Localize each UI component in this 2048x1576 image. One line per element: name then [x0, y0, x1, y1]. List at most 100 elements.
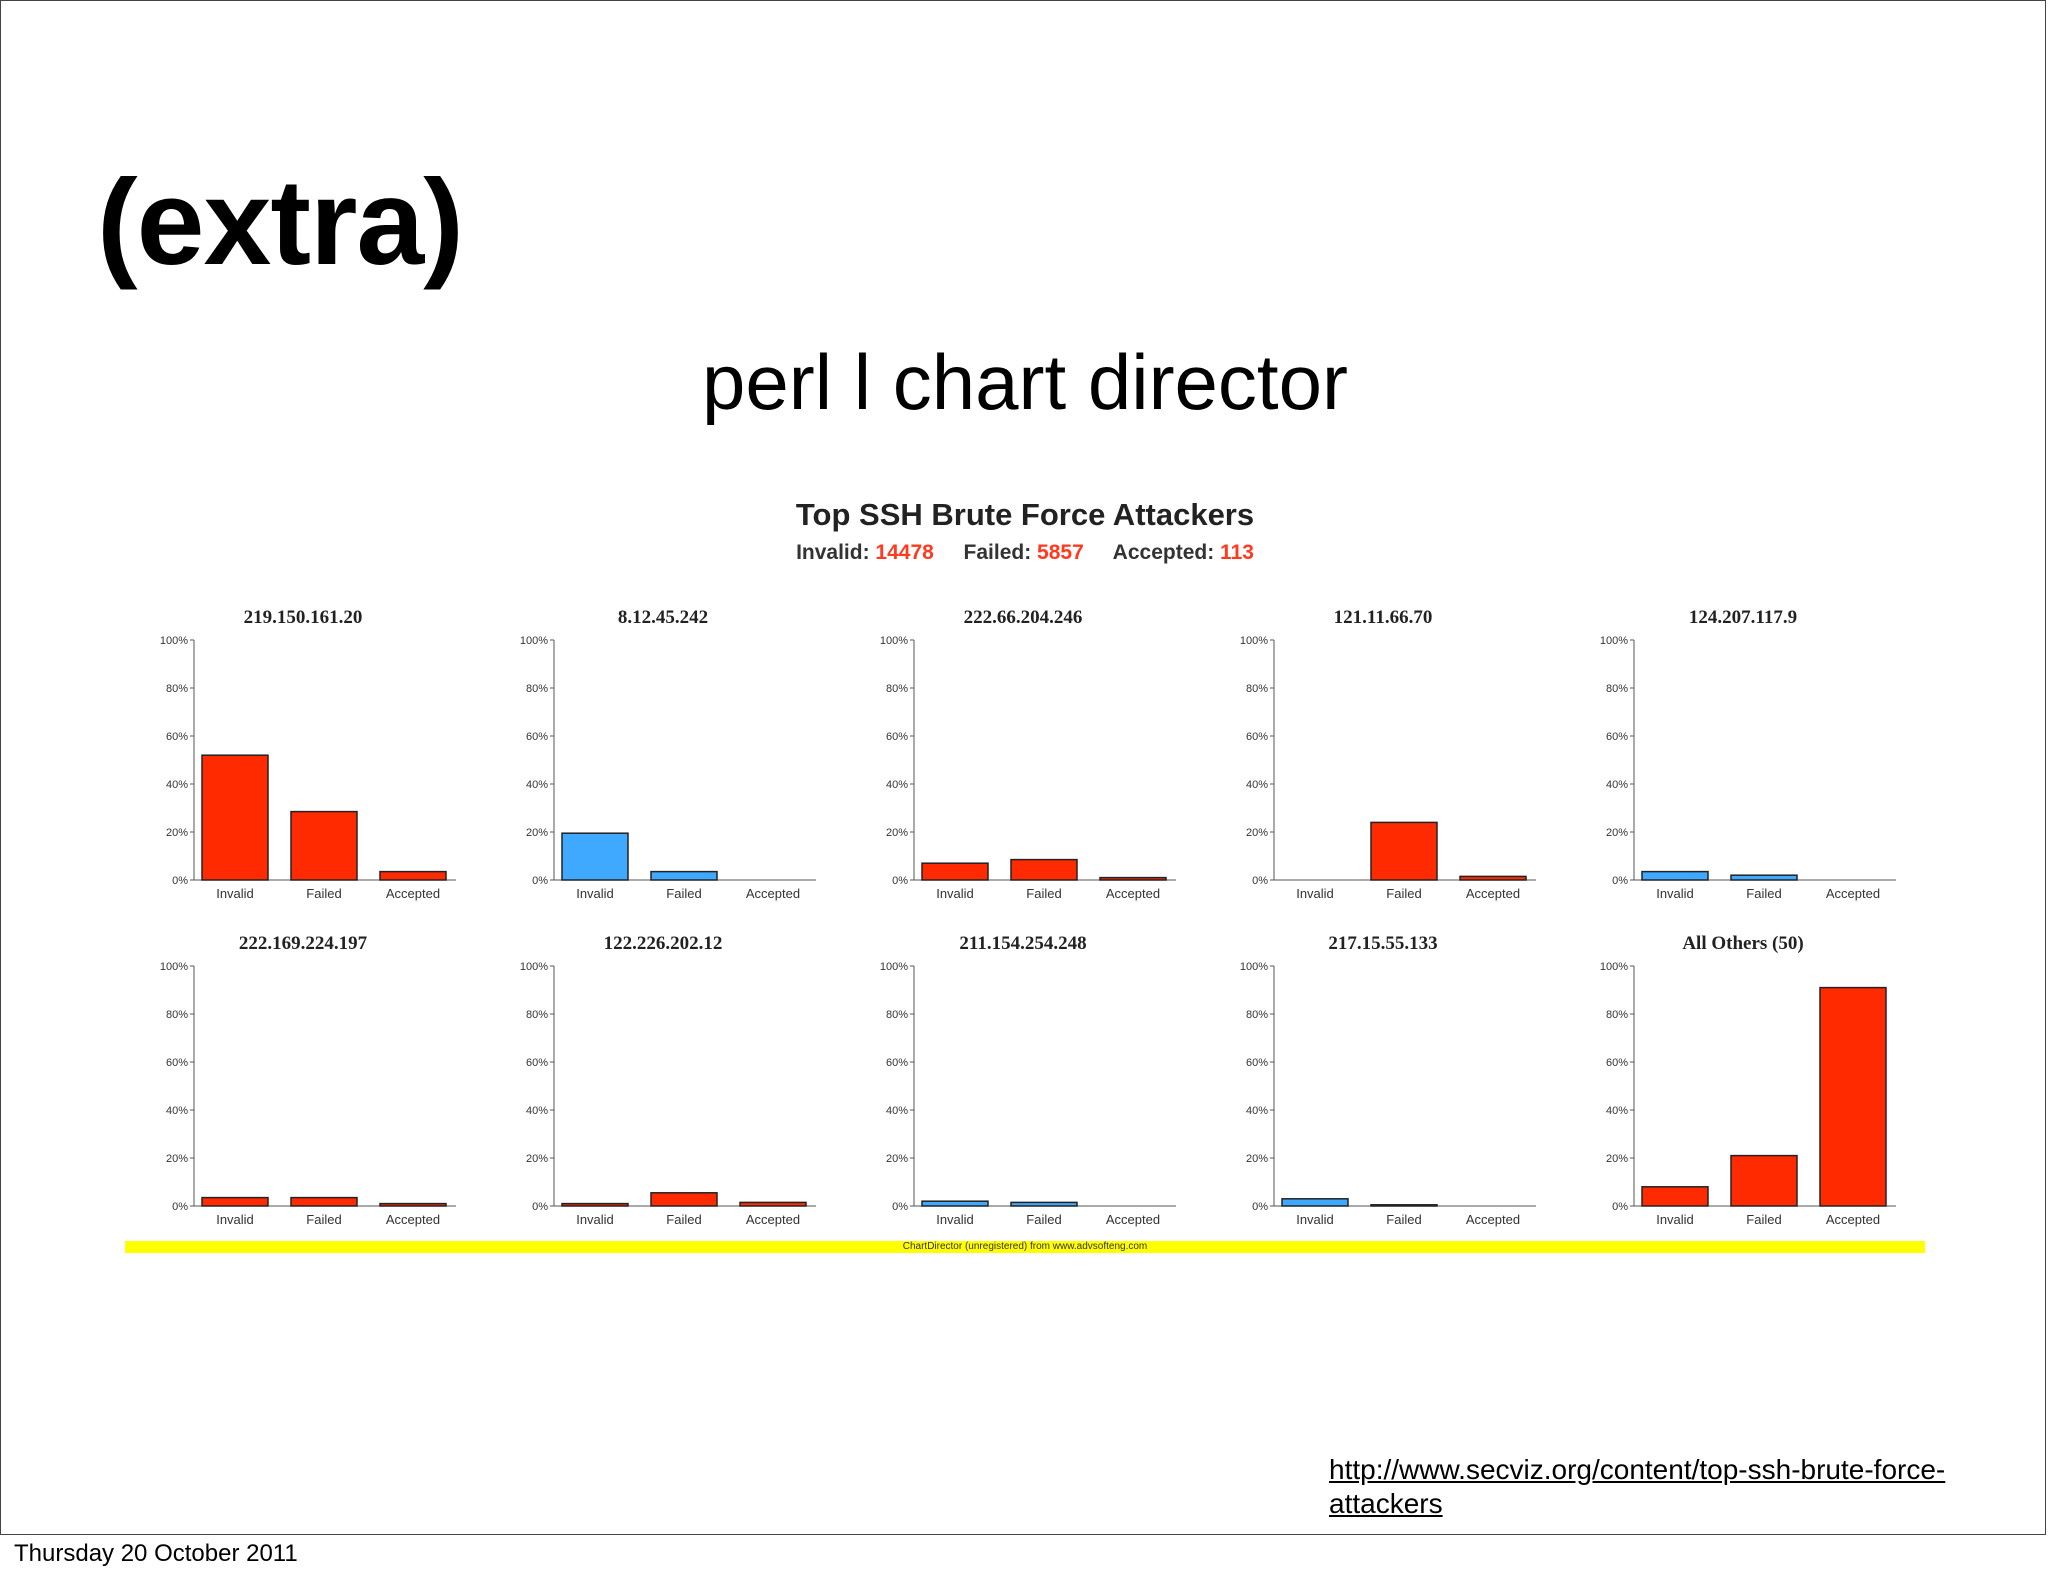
- panel-title: All Others (50): [1682, 933, 1803, 954]
- y-tick-label: 80%: [1246, 683, 1268, 695]
- chartdirector-watermark: ChartDirector (unregistered) from www.ad…: [125, 1241, 1925, 1253]
- bar-failed: [650, 1192, 718, 1207]
- y-tick-label: 80%: [526, 1009, 548, 1021]
- bar-failed: [1370, 821, 1438, 881]
- category-label: Accepted: [1106, 886, 1160, 901]
- bar-accepted: [1459, 875, 1527, 881]
- y-tick-label: 0%: [892, 875, 908, 887]
- category-label: Invalid: [936, 1212, 974, 1227]
- panel-title: 8.12.45.242: [618, 607, 708, 628]
- category-label: Invalid: [216, 1212, 254, 1227]
- panel-title: 222.169.224.197: [239, 933, 368, 954]
- category-label: Failed: [1386, 1212, 1421, 1227]
- y-tick-label: 80%: [166, 1009, 188, 1021]
- y-tick-label: 100%: [1240, 635, 1268, 647]
- category-label: Accepted: [1106, 1212, 1160, 1227]
- bar-invalid: [921, 1200, 989, 1207]
- bar-accepted: [739, 1201, 807, 1207]
- y-tick-label: 0%: [1252, 875, 1268, 887]
- y-tick-label: 40%: [526, 779, 548, 791]
- y-tick-label: 80%: [166, 683, 188, 695]
- y-tick-label: 20%: [1246, 1153, 1268, 1165]
- y-tick-label: 80%: [886, 683, 908, 695]
- bar-failed: [650, 870, 718, 881]
- category-label: Invalid: [1656, 1212, 1694, 1227]
- y-tick-label: 20%: [886, 1153, 908, 1165]
- category-label: Invalid: [576, 886, 614, 901]
- y-tick-label: 40%: [1606, 779, 1628, 791]
- y-tick-label: 40%: [1246, 1105, 1268, 1117]
- panel-title: 222.66.204.246: [964, 607, 1083, 628]
- y-tick-label: 0%: [172, 1201, 188, 1213]
- bar-invalid: [1641, 1186, 1709, 1207]
- category-label: Accepted: [1826, 886, 1880, 901]
- y-tick-label: 100%: [1600, 961, 1628, 973]
- y-tick-label: 20%: [166, 1153, 188, 1165]
- y-tick-label: 20%: [166, 827, 188, 839]
- y-tick-label: 60%: [526, 1057, 548, 1069]
- y-tick-label: 0%: [1612, 1201, 1628, 1213]
- y-tick-label: 0%: [1252, 1201, 1268, 1213]
- y-tick-label: 60%: [1246, 731, 1268, 743]
- bar-invalid: [1281, 1198, 1349, 1207]
- y-tick-label: 60%: [166, 1057, 188, 1069]
- category-label: Invalid: [576, 1212, 614, 1227]
- bar-accepted: [1099, 876, 1167, 881]
- y-tick-label: 80%: [1606, 1009, 1628, 1021]
- figure-title: Top SSH Brute Force Attackers: [795, 497, 1255, 532]
- category-label: Failed: [306, 886, 341, 901]
- category-label: Invalid: [936, 886, 974, 901]
- panel-title: 217.15.55.133: [1328, 933, 1437, 954]
- panel-title: 122.226.202.12: [604, 933, 723, 954]
- y-tick-label: 40%: [1606, 1105, 1628, 1117]
- y-tick-label: 60%: [886, 731, 908, 743]
- bar-failed: [290, 1196, 358, 1207]
- y-tick-label: 80%: [526, 683, 548, 695]
- category-label: Invalid: [1296, 1212, 1334, 1227]
- bar-invalid: [561, 1202, 629, 1207]
- bar-failed: [1010, 858, 1078, 881]
- y-tick-label: 20%: [1246, 827, 1268, 839]
- total-accepted-label: Accepted:: [1112, 541, 1215, 564]
- category-label: Accepted: [386, 886, 440, 901]
- bar-invalid: [201, 1196, 269, 1207]
- slide-title: (extra): [97, 154, 464, 290]
- bar-invalid: [201, 754, 269, 881]
- bar-invalid: [921, 862, 989, 881]
- y-tick-label: 80%: [1246, 1009, 1268, 1021]
- y-tick-label: 20%: [886, 827, 908, 839]
- bar-failed: [290, 810, 358, 881]
- y-tick-label: 20%: [1606, 1153, 1628, 1165]
- y-tick-label: 60%: [526, 731, 548, 743]
- y-tick-label: 80%: [886, 1009, 908, 1021]
- slide-subtitle: perl l chart director: [702, 338, 1348, 426]
- y-tick-label: 60%: [1606, 1057, 1628, 1069]
- total-failed-label: Failed:: [963, 541, 1032, 564]
- panel-title: 121.11.66.70: [1334, 607, 1433, 628]
- y-tick-label: 100%: [1600, 635, 1628, 647]
- category-label: Invalid: [216, 886, 254, 901]
- panel-title: 124.207.117.9: [1689, 607, 1797, 628]
- y-tick-label: 20%: [1606, 827, 1628, 839]
- y-tick-label: 100%: [520, 635, 548, 647]
- y-tick-label: 0%: [892, 1201, 908, 1213]
- y-tick-label: 100%: [160, 635, 188, 647]
- y-tick-label: 60%: [1606, 731, 1628, 743]
- source-link[interactable]: http://www.secviz.org/content/top-ssh-br…: [1329, 1454, 1946, 1520]
- charts-grid: 219.150.161.20 0% 20% 40% 60% 80% 100% Invalid F…: [160, 607, 1896, 1227]
- y-tick-label: 60%: [886, 1057, 908, 1069]
- y-tick-label: 40%: [1246, 779, 1268, 791]
- bar-failed: [1730, 874, 1798, 881]
- slide: (extra) perl l chart director Top SSH Br…: [0, 0, 2046, 1535]
- bar-invalid: [561, 832, 629, 881]
- bar-accepted: [379, 870, 447, 881]
- bar-failed: [1370, 1204, 1438, 1207]
- total-accepted-value: 113: [1220, 541, 1254, 564]
- y-tick-label: 0%: [172, 875, 188, 887]
- bar-accepted: [1819, 986, 1887, 1207]
- category-label: Accepted: [746, 886, 800, 901]
- category-label: Failed: [666, 1212, 701, 1227]
- category-label: Accepted: [1826, 1212, 1880, 1227]
- y-tick-label: 60%: [166, 731, 188, 743]
- y-tick-label: 100%: [1240, 961, 1268, 973]
